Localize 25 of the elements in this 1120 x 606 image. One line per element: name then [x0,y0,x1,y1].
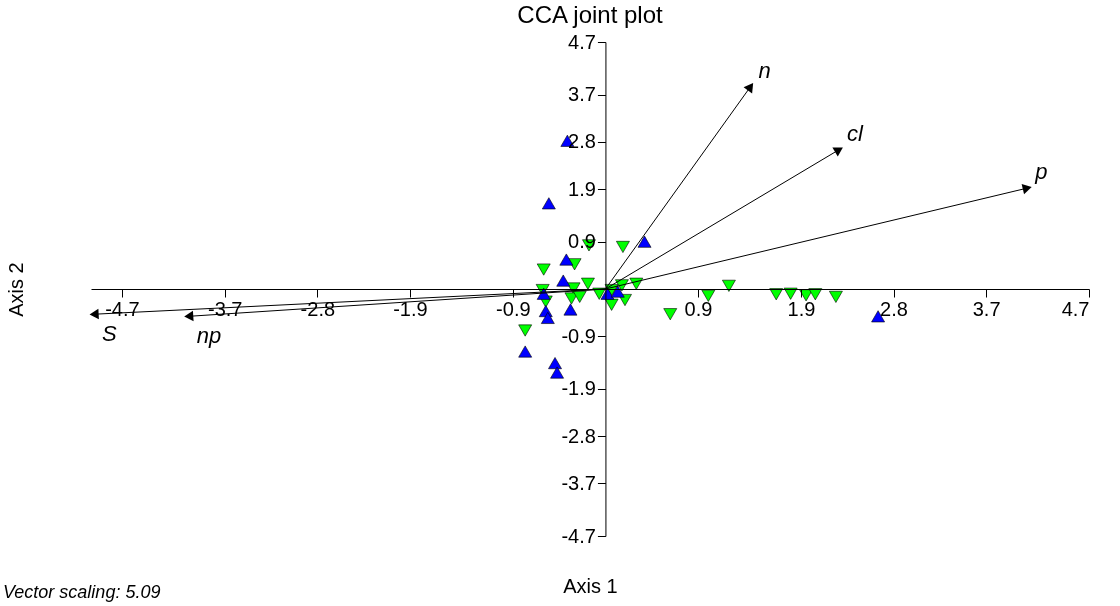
y-tick-label: 3.7 [568,83,596,106]
y-axis-title: Axis 2 [4,262,27,317]
x-tick-label: 0.9 [684,297,713,320]
x-tick-label: 1.9 [787,297,816,320]
x-tick-label: 4.7 [1061,297,1090,320]
text: Vector scaling: 5.09 [3,582,161,602]
y-tick-label: 4.7 [568,30,596,53]
y-tick-label: -2.8 [561,424,596,447]
y-tick-label: 0.9 [568,230,596,253]
x-tick-label: 2.8 [880,297,908,320]
y-tick-label: -4.7 [561,524,596,547]
series-label: np [196,323,222,349]
x-tick-label: -0.9 [496,297,531,320]
y-tick-label: 1.9 [568,177,596,200]
series-label: p [1034,159,1048,185]
series-label: S [102,321,118,347]
x-tick-label: 3.7 [972,297,1001,320]
y-tick-label: -3.7 [561,471,596,494]
series-label: cl [846,120,864,146]
y-tick-label: -0.9 [561,324,596,347]
series-label: n [758,57,771,83]
x-tick-label: -1.9 [393,297,428,320]
y-tick-label: -1.9 [561,377,596,400]
x-axis-title: Axis 1 [563,574,618,597]
chart-title: CCA joint plot [517,1,664,28]
